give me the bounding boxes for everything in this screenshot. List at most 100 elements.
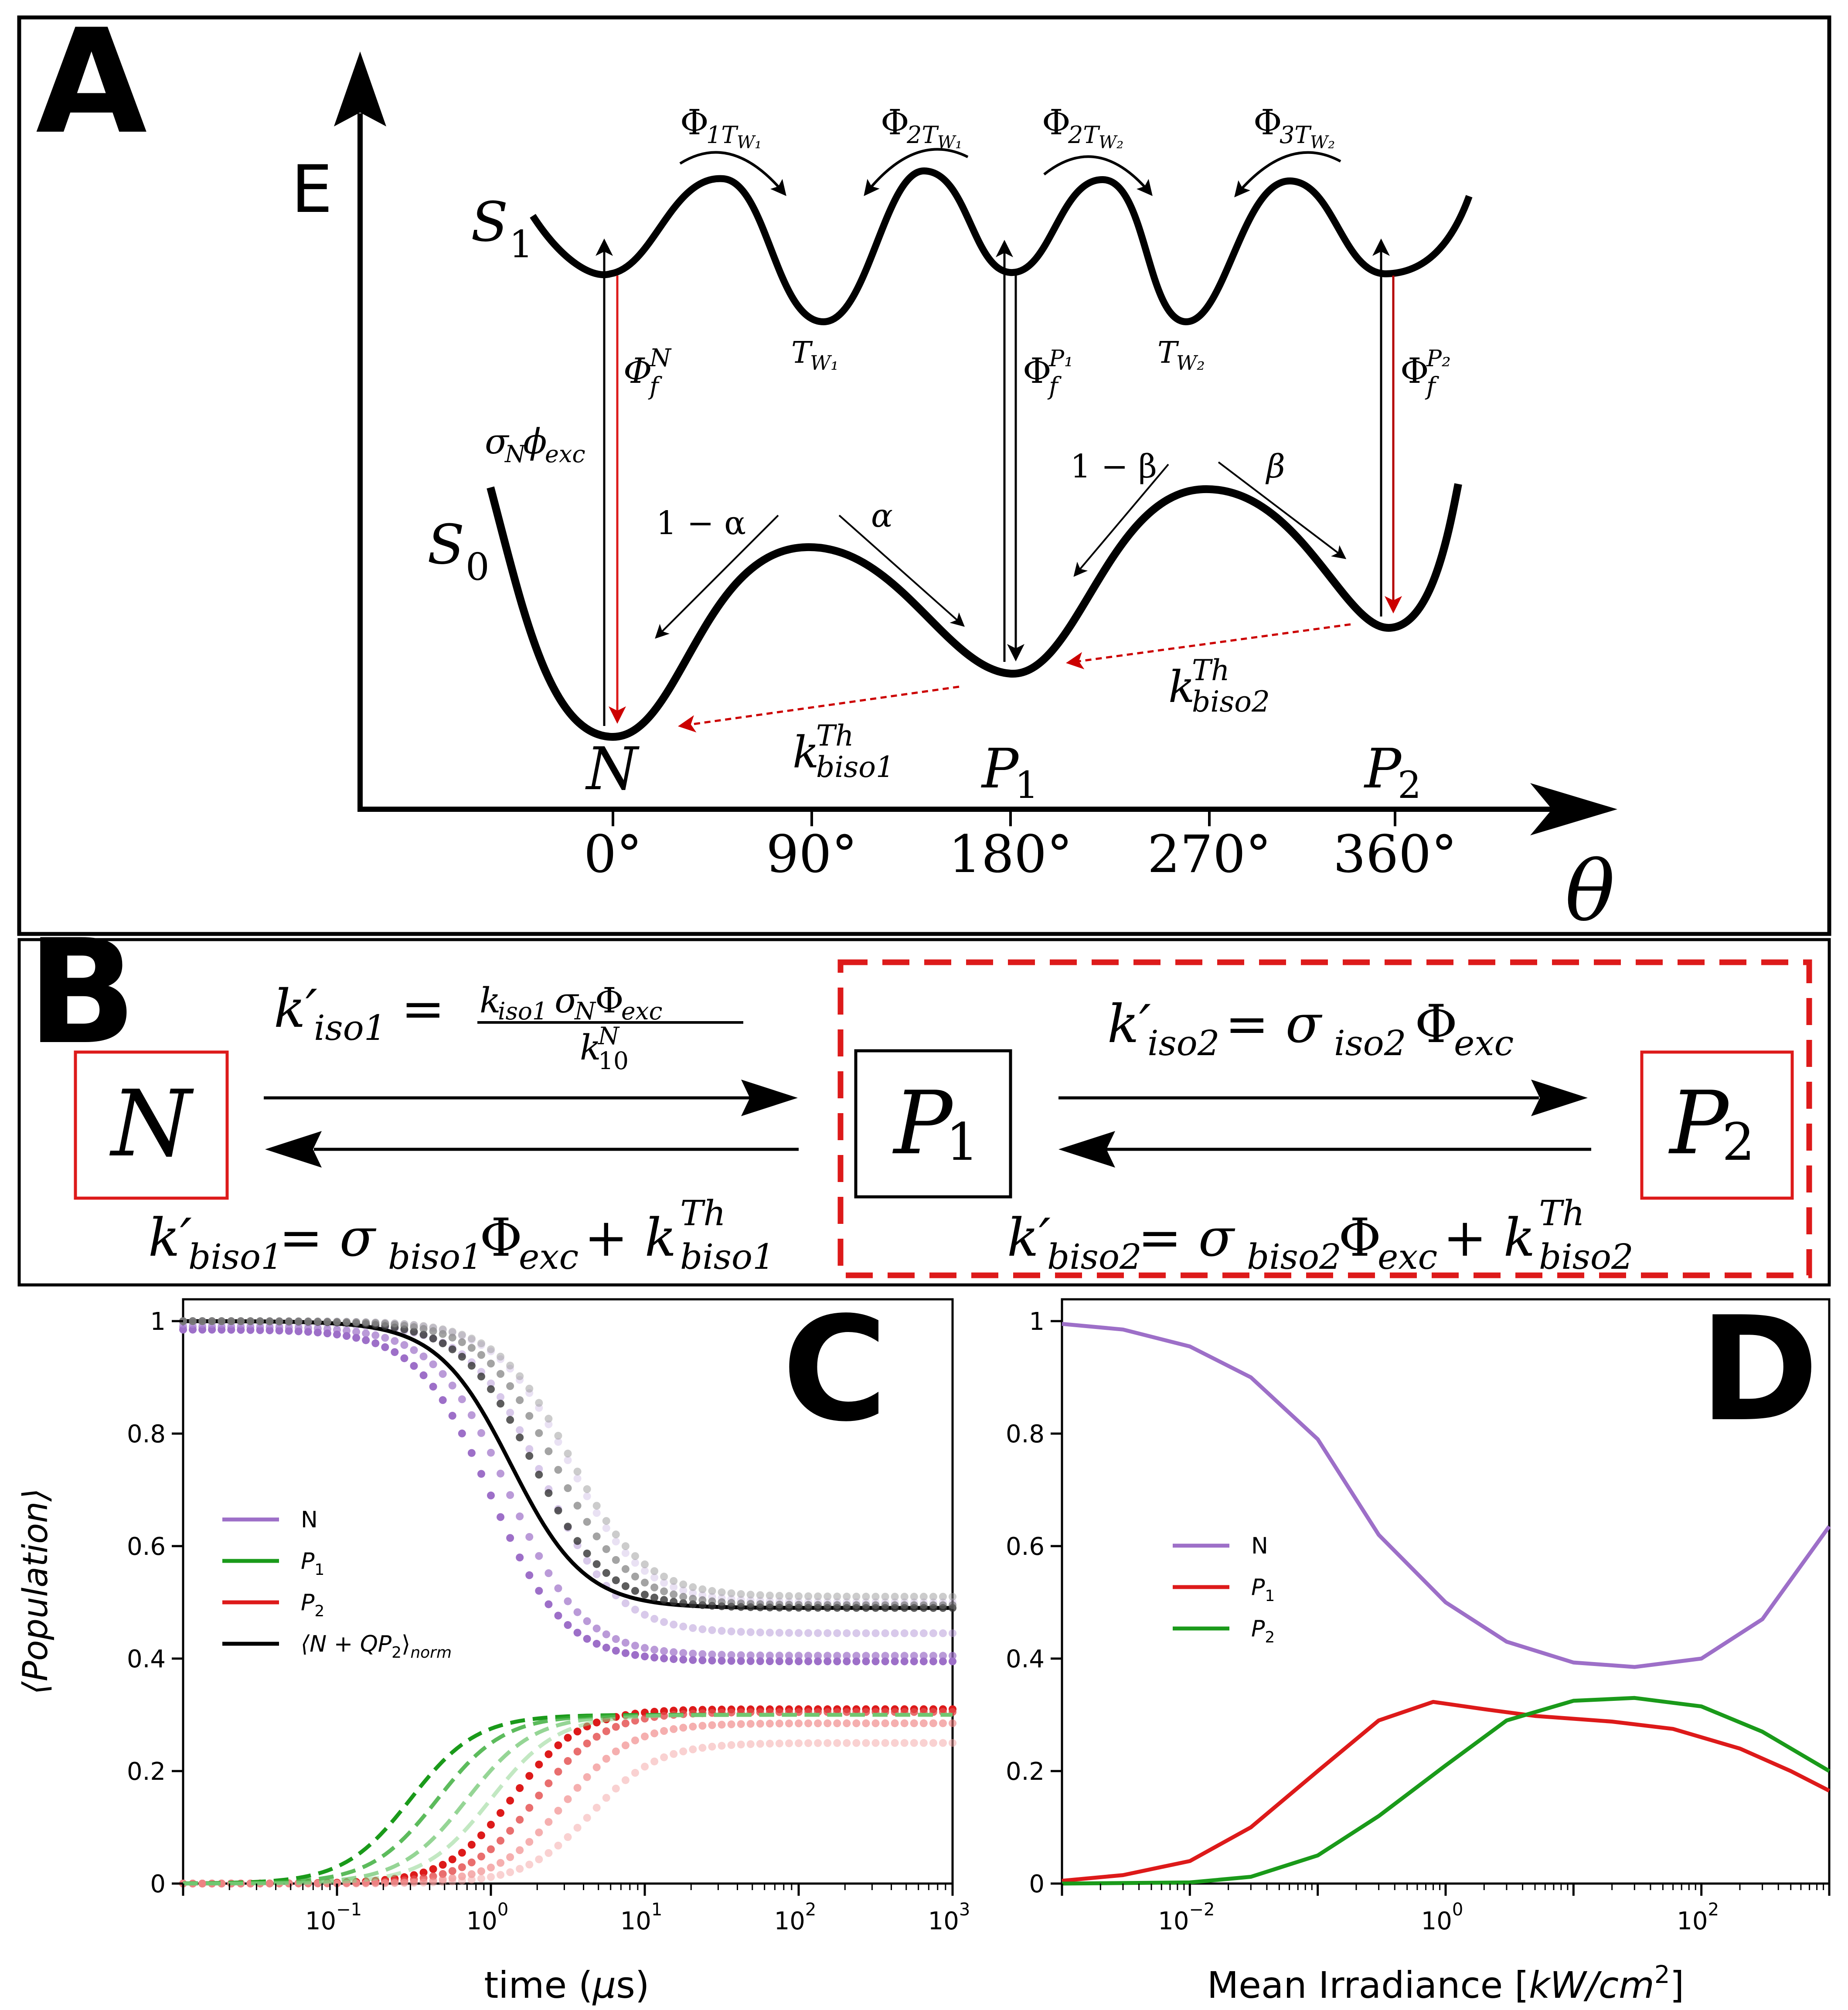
series-point — [487, 1820, 495, 1829]
series-point — [525, 1838, 534, 1846]
series-point — [621, 1582, 630, 1590]
series-point — [660, 1712, 668, 1720]
panel-c-legend: N P1 P2 ⟨N + QP2⟩norm — [222, 1507, 452, 1662]
series-point — [718, 1598, 726, 1606]
series-point — [592, 1718, 601, 1727]
series-point — [487, 1385, 495, 1393]
angle-axis-arrowhead — [1530, 783, 1617, 835]
svg-text:Th: Th — [1539, 1193, 1585, 1233]
series-point — [891, 1601, 899, 1609]
series-point — [698, 1744, 707, 1752]
series-point — [746, 1600, 755, 1608]
legend-entry: P2 — [1251, 1616, 1275, 1646]
series-point — [891, 1657, 899, 1666]
series-point — [535, 1587, 543, 1595]
series-point — [689, 1589, 697, 1597]
series-point — [237, 1317, 245, 1325]
series-point — [612, 1530, 620, 1539]
series-point — [833, 1719, 841, 1727]
series-point — [554, 1431, 562, 1440]
series-point — [477, 1867, 485, 1875]
series-point — [516, 1865, 524, 1873]
series-point — [381, 1319, 389, 1327]
series-point — [592, 1532, 601, 1540]
series-point — [891, 1652, 899, 1660]
series-point — [535, 1471, 543, 1479]
series-point — [833, 1652, 841, 1660]
panel-c-plot-frame — [182, 1298, 954, 1885]
series-point — [448, 1867, 456, 1875]
series-point — [929, 1593, 937, 1601]
xtick-label: 101 — [620, 1900, 663, 1935]
series-point — [650, 1729, 659, 1737]
ytick-label: 0 — [1029, 1870, 1045, 1898]
series-point — [506, 1796, 514, 1805]
series-point — [689, 1624, 697, 1632]
series-point — [862, 1629, 870, 1637]
panel-d-xlabel: Mean Irradiance [kW/cm2] — [1207, 1961, 1685, 2007]
series-point — [573, 1502, 582, 1510]
series-point — [381, 1334, 389, 1342]
series-point — [419, 1331, 428, 1339]
series-point — [871, 1601, 880, 1609]
series-point — [275, 1317, 283, 1325]
series-point — [727, 1741, 735, 1749]
series-point — [679, 1649, 687, 1657]
series-point — [766, 1740, 774, 1748]
series-point — [631, 1572, 639, 1581]
series-line — [1062, 1696, 1831, 1886]
series-point — [381, 1343, 389, 1351]
series-point — [862, 1739, 870, 1747]
s0-label: S — [427, 513, 465, 576]
series-point — [766, 1651, 774, 1659]
series-point — [362, 1318, 370, 1326]
series-point — [487, 1345, 495, 1353]
series-point — [525, 1772, 534, 1780]
series-point — [919, 1652, 928, 1660]
svg-text:f: f — [648, 372, 663, 401]
series-point — [910, 1629, 918, 1637]
series-point — [545, 1420, 553, 1428]
series-point — [939, 1593, 947, 1601]
series-point — [775, 1708, 783, 1716]
series-point — [497, 1469, 505, 1478]
panel-c-xlabel: time (μs) — [484, 1964, 649, 2007]
series-point — [814, 1739, 822, 1747]
series-point — [670, 1598, 678, 1606]
series-point — [535, 1792, 543, 1800]
series-point — [746, 1720, 755, 1728]
series-point — [429, 1323, 437, 1332]
series-point — [795, 1657, 803, 1666]
series-point — [650, 1574, 659, 1582]
svg-text:W₁: W₁ — [937, 133, 962, 153]
series-point — [400, 1354, 408, 1363]
series-point — [900, 1657, 909, 1666]
series-point — [804, 1739, 813, 1747]
series-point — [708, 1650, 716, 1659]
panel-c: 0 0.2 0.4 0.6 0.8 1 10−1 100 101 102 103 C ⟨Popula… — [16, 1286, 970, 2007]
series-point — [910, 1657, 918, 1666]
series-point — [525, 1452, 534, 1460]
series-point — [467, 1876, 476, 1884]
series-point — [910, 1593, 918, 1601]
panel-c-letter: C — [782, 1286, 888, 1453]
series-point — [218, 1317, 226, 1325]
svg-text:= σ: = σ — [1225, 994, 1323, 1055]
svg-text:= σ: = σ — [1138, 1208, 1235, 1268]
series-point — [573, 1823, 582, 1832]
series-point — [477, 1429, 485, 1437]
series-point — [785, 1657, 793, 1666]
series-point — [631, 1651, 639, 1659]
series-point — [573, 1537, 582, 1545]
series-point — [631, 1642, 639, 1650]
series-point — [621, 1565, 630, 1573]
series-point — [939, 1601, 947, 1609]
series-point — [564, 1597, 572, 1605]
series-point — [554, 1841, 562, 1850]
series-point — [660, 1572, 668, 1581]
thermal-biso2-label: k Th biso2 — [1168, 654, 1270, 719]
series-point — [612, 1576, 620, 1584]
series-point — [554, 1611, 562, 1620]
series-point — [573, 1468, 582, 1476]
svg-text:exc: exc — [1378, 1237, 1437, 1277]
